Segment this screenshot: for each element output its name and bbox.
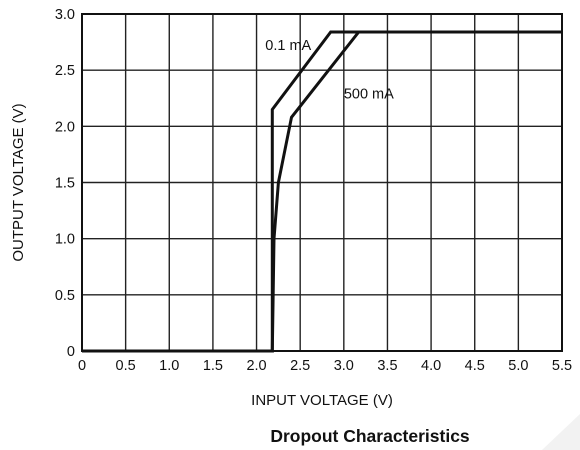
x-tick-label: 5.0 bbox=[508, 358, 528, 374]
x-axis-title: INPUT VOLTAGE (V) bbox=[251, 392, 393, 409]
y-tick-label: 1.0 bbox=[55, 232, 75, 248]
series-label: 0.1 mA bbox=[265, 38, 311, 54]
y-tick-label: 2.5 bbox=[55, 63, 75, 79]
y-axis-title: OUTPUT VOLTAGE (V) bbox=[10, 103, 27, 261]
x-tick-label: 2.0 bbox=[246, 358, 266, 374]
y-tick-labels: 0 0.5 1.0 1.5 2.0 2.5 3.0 bbox=[55, 7, 75, 360]
y-tick-label: 0 bbox=[67, 344, 75, 360]
x-tick-label: 3.0 bbox=[334, 358, 354, 374]
x-tick-label: 0.5 bbox=[116, 358, 136, 374]
y-tick-label: 1.5 bbox=[55, 176, 75, 192]
x-tick-label: 0 bbox=[78, 358, 86, 374]
y-tick-label: 0.5 bbox=[55, 288, 75, 304]
series-label: 500 mA bbox=[344, 86, 394, 102]
x-tick-labels: 0 0.5 1.0 1.5 2.0 2.5 3.0 3.5 4.0 4.5 5.0 5.5 bbox=[78, 358, 572, 374]
x-tick-label: 4.5 bbox=[465, 358, 485, 374]
x-tick-label: 3.5 bbox=[377, 358, 397, 374]
x-tick-label: 1.0 bbox=[159, 358, 179, 374]
chart-caption: Dropout Characteristics bbox=[270, 426, 470, 446]
series-layer: 0.1 mA 500 mA bbox=[82, 30, 562, 353]
series-line bbox=[82, 30, 562, 353]
y-tick-label: 3.0 bbox=[55, 7, 75, 23]
x-tick-label: 4.0 bbox=[421, 358, 441, 374]
x-tick-label: 1.5 bbox=[203, 358, 223, 374]
plot-frame bbox=[81, 13, 563, 352]
page-corner-shade bbox=[542, 414, 580, 450]
y-tick-label: 2.0 bbox=[55, 119, 75, 135]
x-tick-label: 2.5 bbox=[290, 358, 310, 374]
x-tick-label: 5.5 bbox=[552, 358, 572, 374]
